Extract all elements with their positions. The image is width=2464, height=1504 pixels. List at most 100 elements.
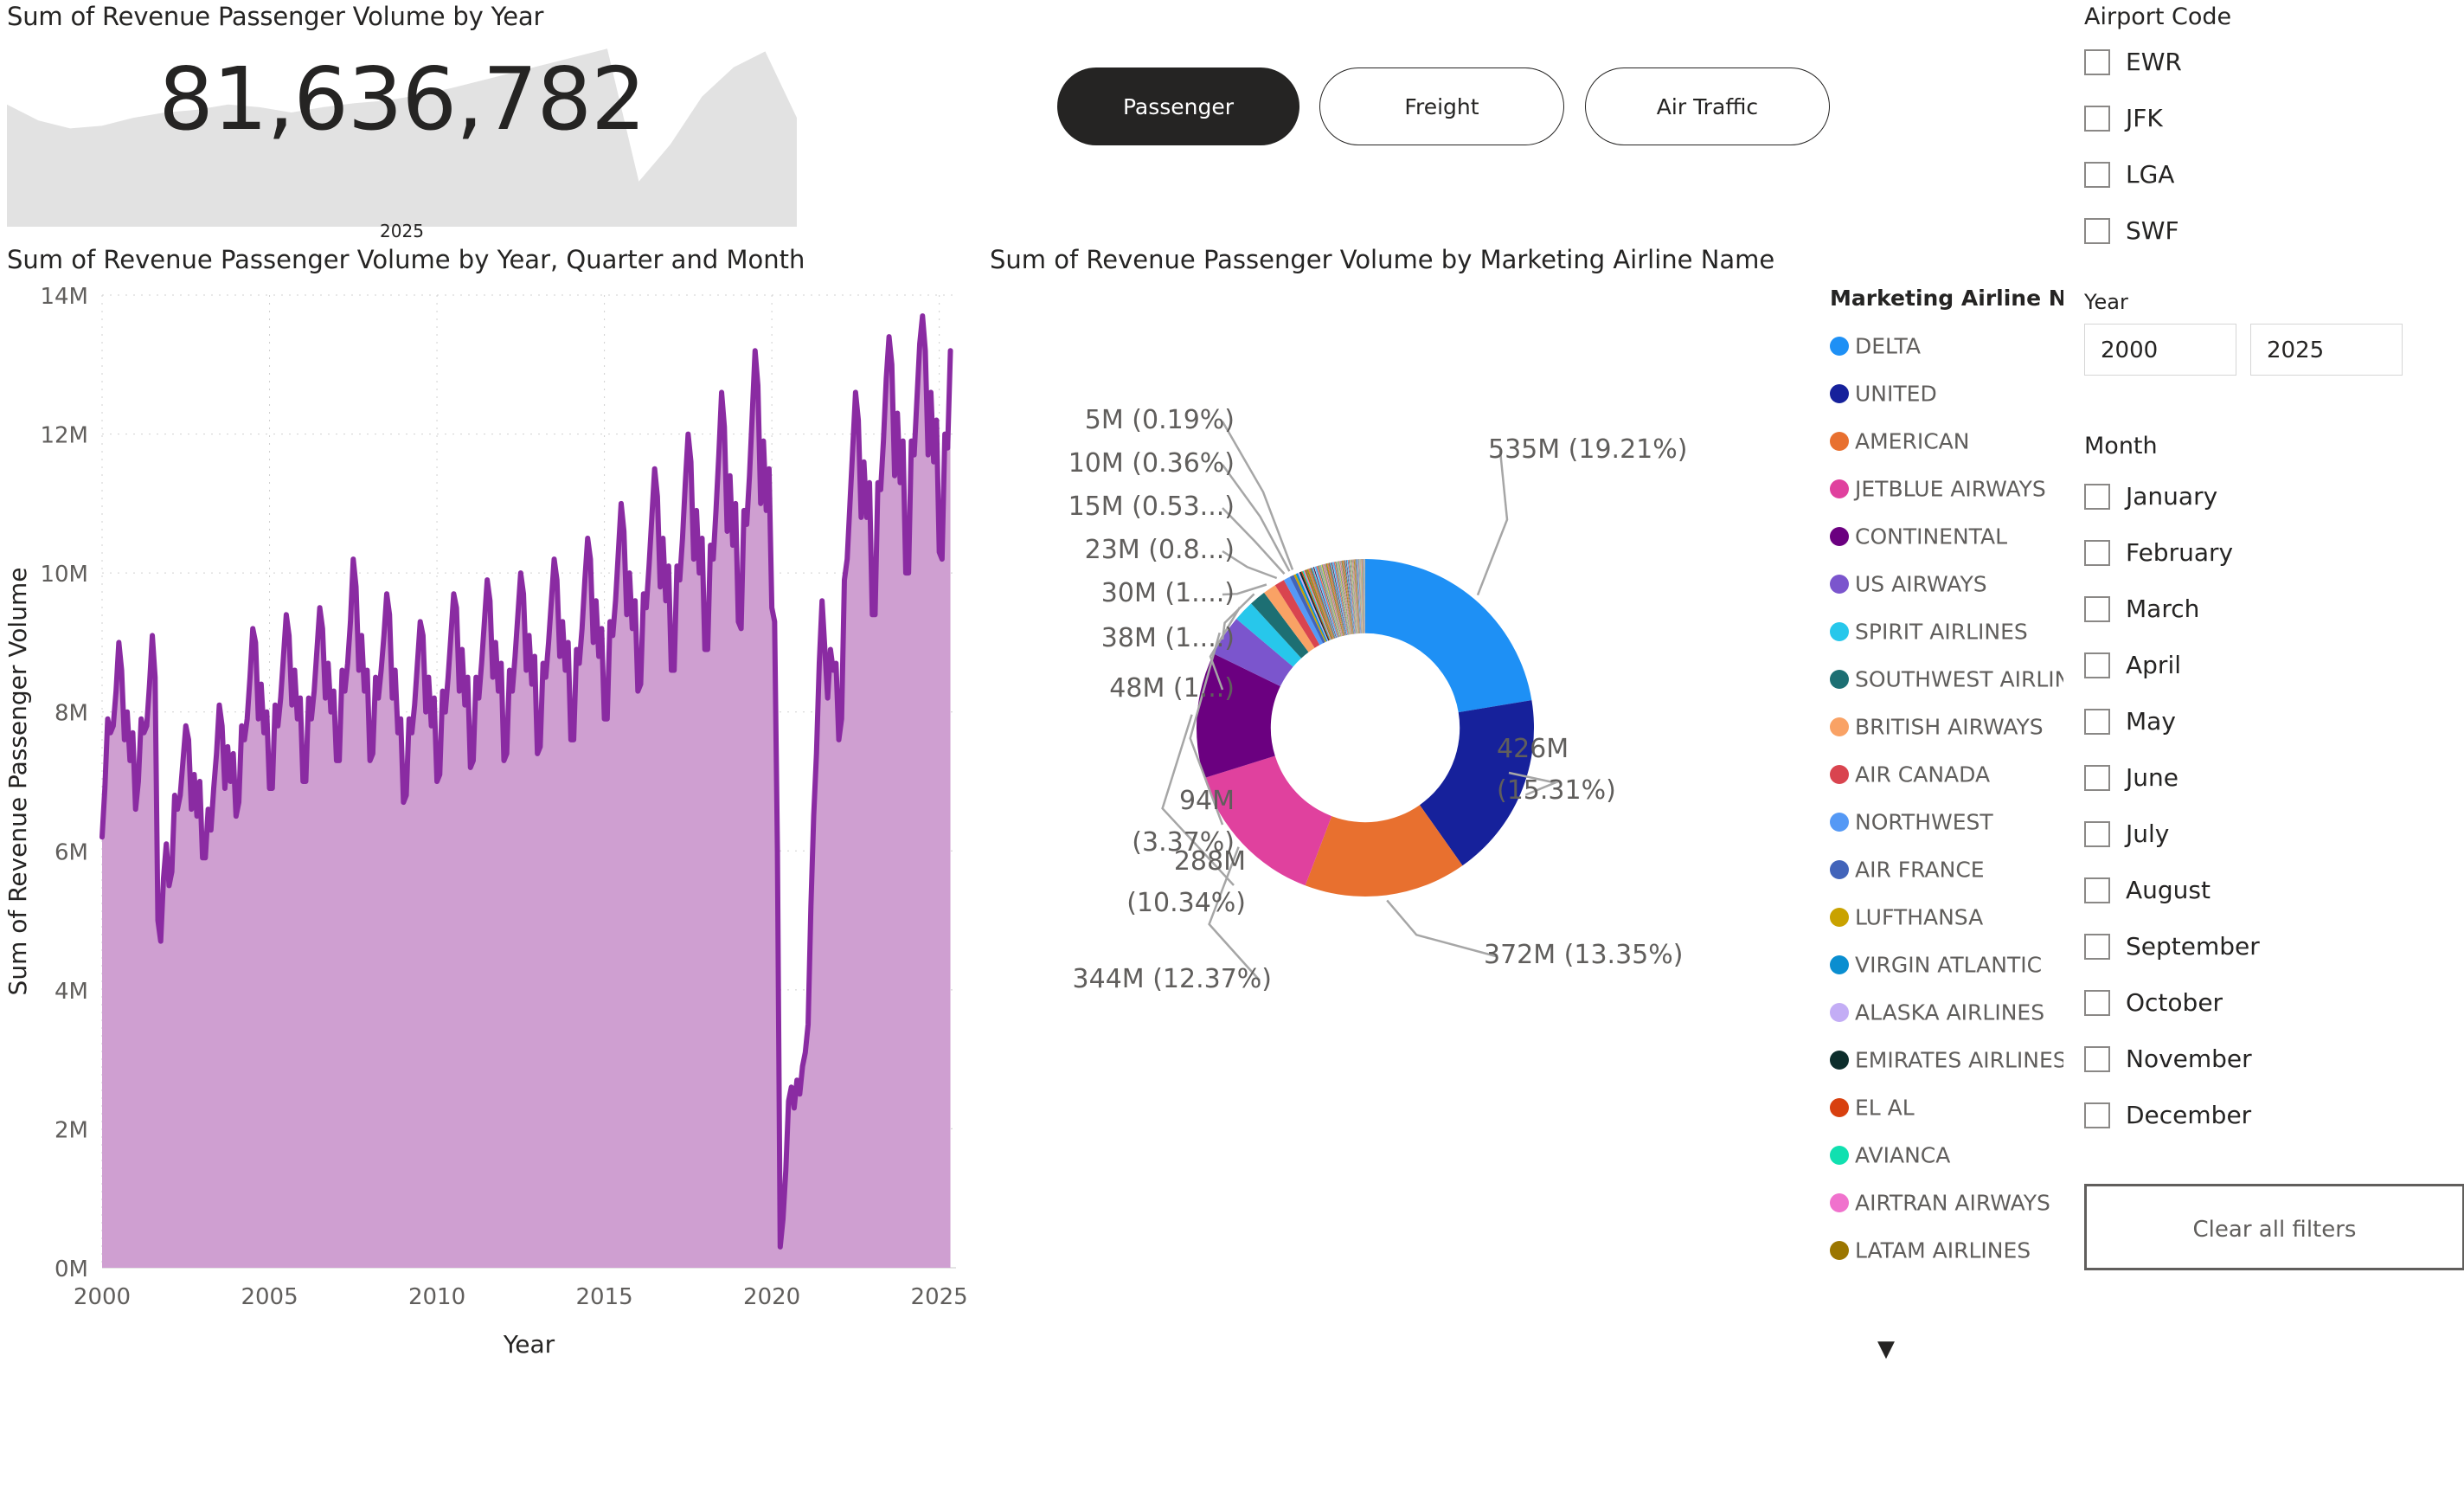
svg-text:15M (0.53...): 15M (0.53...) [1068, 492, 1235, 522]
line-chart-plot-area[interactable]: 0M 2M 4M 6M 8M 10M 12M 14M 2000 2005 2010 2015 2020 2… [0, 281, 982, 1387]
kpi-card: Sum of Revenue Passenger Volume by Year … [0, 0, 798, 241]
airport-option-ewr[interactable]: EWR [2084, 33, 2448, 89]
donut-chart-plot-area[interactable]: 535M (19.21%) 426M (15.31%) 372M (13.35%) 34… [986, 288, 1765, 1240]
month-option-august[interactable]: August [2084, 861, 2448, 917]
month-checkbox-list[interactable]: January February March April May June July Augu… [2084, 467, 2448, 1142]
legend-item-list[interactable]: DELTA UNITED AMERICAN JETBLUE AIRWAYS CONTIN… [1830, 321, 2141, 1273]
legend-color-swatch-icon [1830, 908, 1849, 927]
svg-text:10M (0.36%): 10M (0.36%) [1068, 448, 1235, 479]
line-chart-svg[interactable]: 0M 2M 4M 6M 8M 10M 12M 14M 2000 2005 2010 2015 2020 2… [0, 281, 982, 1387]
year-to-input[interactable]: 2025 [2250, 324, 2403, 376]
year-from-input[interactable]: 2000 [2084, 324, 2236, 376]
checkbox-icon[interactable] [2084, 48, 2110, 75]
checkbox-icon[interactable] [2084, 217, 2110, 244]
mode-button-air-traffic[interactable]: Air Traffic [1585, 67, 1830, 145]
month-option-february[interactable]: February [2084, 524, 2448, 580]
legend-item[interactable]: ALASKA AIRLINES [1830, 987, 2141, 1035]
checkbox-icon[interactable] [2084, 764, 2110, 791]
airport-option-lga[interactable]: LGA [2084, 145, 2448, 202]
legend-item-label: CONTINENTAL [1855, 524, 2008, 550]
mode-button-passenger[interactable]: Passenger [1057, 67, 1299, 145]
legend-item-label: SPIRIT AIRLINES [1855, 619, 2028, 645]
svg-text:(15.31%): (15.31%) [1497, 775, 1616, 806]
month-option-october[interactable]: October [2084, 974, 2448, 1030]
checkbox-icon[interactable] [2084, 161, 2110, 188]
kpi-card-title: Sum of Revenue Passenger Volume by Year [7, 2, 544, 31]
checkbox-icon[interactable] [2084, 877, 2110, 903]
legend-item[interactable]: UNITED [1830, 369, 2141, 416]
legend-item-label: EL AL [1855, 1095, 1915, 1121]
legend-item-label: AIR CANADA [1855, 762, 1991, 787]
svg-text:38M (1....): 38M (1....) [1101, 623, 1235, 653]
legend-item[interactable]: EL AL [1830, 1083, 2141, 1130]
month-option-september[interactable]: September [2084, 917, 2448, 974]
legend-item[interactable]: NORTHWEST [1830, 797, 2141, 845]
month-option-may[interactable]: May [2084, 692, 2448, 749]
svg-text:8M: 8M [55, 701, 88, 727]
legend-item[interactable]: AMERICAN [1830, 416, 2141, 464]
checkbox-icon[interactable] [2084, 933, 2110, 960]
legend-item[interactable]: DELTA [1830, 321, 2141, 369]
legend-item[interactable]: BRITISH AIRWAYS [1830, 702, 2141, 749]
month-option-january[interactable]: January [2084, 467, 2448, 524]
year-range-inputs[interactable]: 2000 2025 [2084, 324, 2448, 376]
month-option-december[interactable]: December [2084, 1086, 2448, 1142]
clear-all-filters-button[interactable]: Clear all filters [2084, 1184, 2464, 1270]
legend-item[interactable]: SPIRIT AIRLINES [1830, 607, 2141, 654]
legend-item[interactable]: VIRGIN ATLANTIC [1830, 940, 2141, 987]
filter-pane: Airport Code EWR JFK LGA SWF Year 2000 2025 … [2063, 0, 2464, 1504]
svg-text:2020: 2020 [743, 1284, 800, 1310]
legend-color-swatch-icon [1830, 337, 1849, 356]
legend-color-swatch-icon [1830, 765, 1849, 784]
mode-button-freight[interactable]: Freight [1319, 67, 1564, 145]
month-option-label: October [2126, 988, 2223, 1017]
legend-color-swatch-icon [1830, 527, 1849, 546]
airport-option-label: SWF [2126, 216, 2179, 245]
svg-text:288M: 288M [1174, 846, 1246, 877]
legend-item[interactable]: JETBLUE AIRWAYS [1830, 464, 2141, 511]
legend-item-label: AIR FRANCE [1855, 857, 1985, 883]
airport-option-swf[interactable]: SWF [2084, 202, 2448, 258]
airport-checkbox-list[interactable]: EWR JFK LGA SWF [2084, 33, 2448, 258]
legend-color-swatch-icon [1830, 1098, 1849, 1117]
airport-option-jfk[interactable]: JFK [2084, 89, 2448, 145]
legend-color-swatch-icon [1830, 1003, 1849, 1022]
checkbox-icon[interactable] [2084, 595, 2110, 622]
legend-item[interactable]: LUFTHANSA [1830, 892, 2141, 940]
checkbox-icon[interactable] [2084, 105, 2110, 132]
svg-text:5M (0.19%): 5M (0.19%) [1085, 405, 1235, 435]
legend-item[interactable]: LATAM AIRLINES [1830, 1225, 2141, 1273]
donut-chart-svg[interactable]: 535M (19.21%) 426M (15.31%) 372M (13.35%) 34… [986, 288, 1765, 1240]
legend-item[interactable]: CONTINENTAL [1830, 511, 2141, 559]
month-option-label: December [2126, 1101, 2252, 1129]
legend-item[interactable]: AIR FRANCE [1830, 845, 2141, 892]
legend-item[interactable]: AVIANCA [1830, 1130, 2141, 1178]
checkbox-icon[interactable] [2084, 1102, 2110, 1128]
svg-text:14M: 14M [40, 284, 88, 310]
legend-item[interactable]: EMIRATES AIRLINES [1830, 1035, 2141, 1083]
svg-text:2000: 2000 [74, 1284, 131, 1310]
month-option-july[interactable]: July [2084, 805, 2448, 861]
checkbox-icon[interactable] [2084, 539, 2110, 566]
legend-item-label: VIRGIN ATLANTIC [1855, 952, 2043, 978]
checkbox-icon[interactable] [2084, 483, 2110, 510]
legend-item[interactable]: SOUTHWEST AIRLINES [1830, 654, 2141, 702]
donut-chart-title: Sum of Revenue Passenger Volume by Marke… [990, 245, 1775, 274]
month-option-april[interactable]: April [2084, 636, 2448, 692]
month-option-march[interactable]: March [2084, 580, 2448, 636]
checkbox-icon[interactable] [2084, 989, 2110, 1016]
svg-text:2M: 2M [55, 1117, 88, 1143]
legend-item[interactable]: AIR CANADA [1830, 749, 2141, 797]
checkbox-icon[interactable] [2084, 1045, 2110, 1072]
legend-expand-chevron-down-icon[interactable]: ▼ [1877, 1336, 1895, 1362]
legend-item[interactable]: US AIRWAYS [1830, 559, 2141, 607]
month-option-november[interactable]: November [2084, 1030, 2448, 1086]
legend-color-swatch-icon [1830, 955, 1849, 974]
checkbox-icon[interactable] [2084, 652, 2110, 678]
month-option-june[interactable]: June [2084, 749, 2448, 805]
checkbox-icon[interactable] [2084, 820, 2110, 847]
mode-segmented-control[interactable]: Passenger Freight Air Traffic [1057, 67, 1830, 147]
checkbox-icon[interactable] [2084, 708, 2110, 735]
legend-item[interactable]: AIRTRAN AIRWAYS [1830, 1178, 2141, 1225]
month-option-label: May [2126, 707, 2176, 736]
